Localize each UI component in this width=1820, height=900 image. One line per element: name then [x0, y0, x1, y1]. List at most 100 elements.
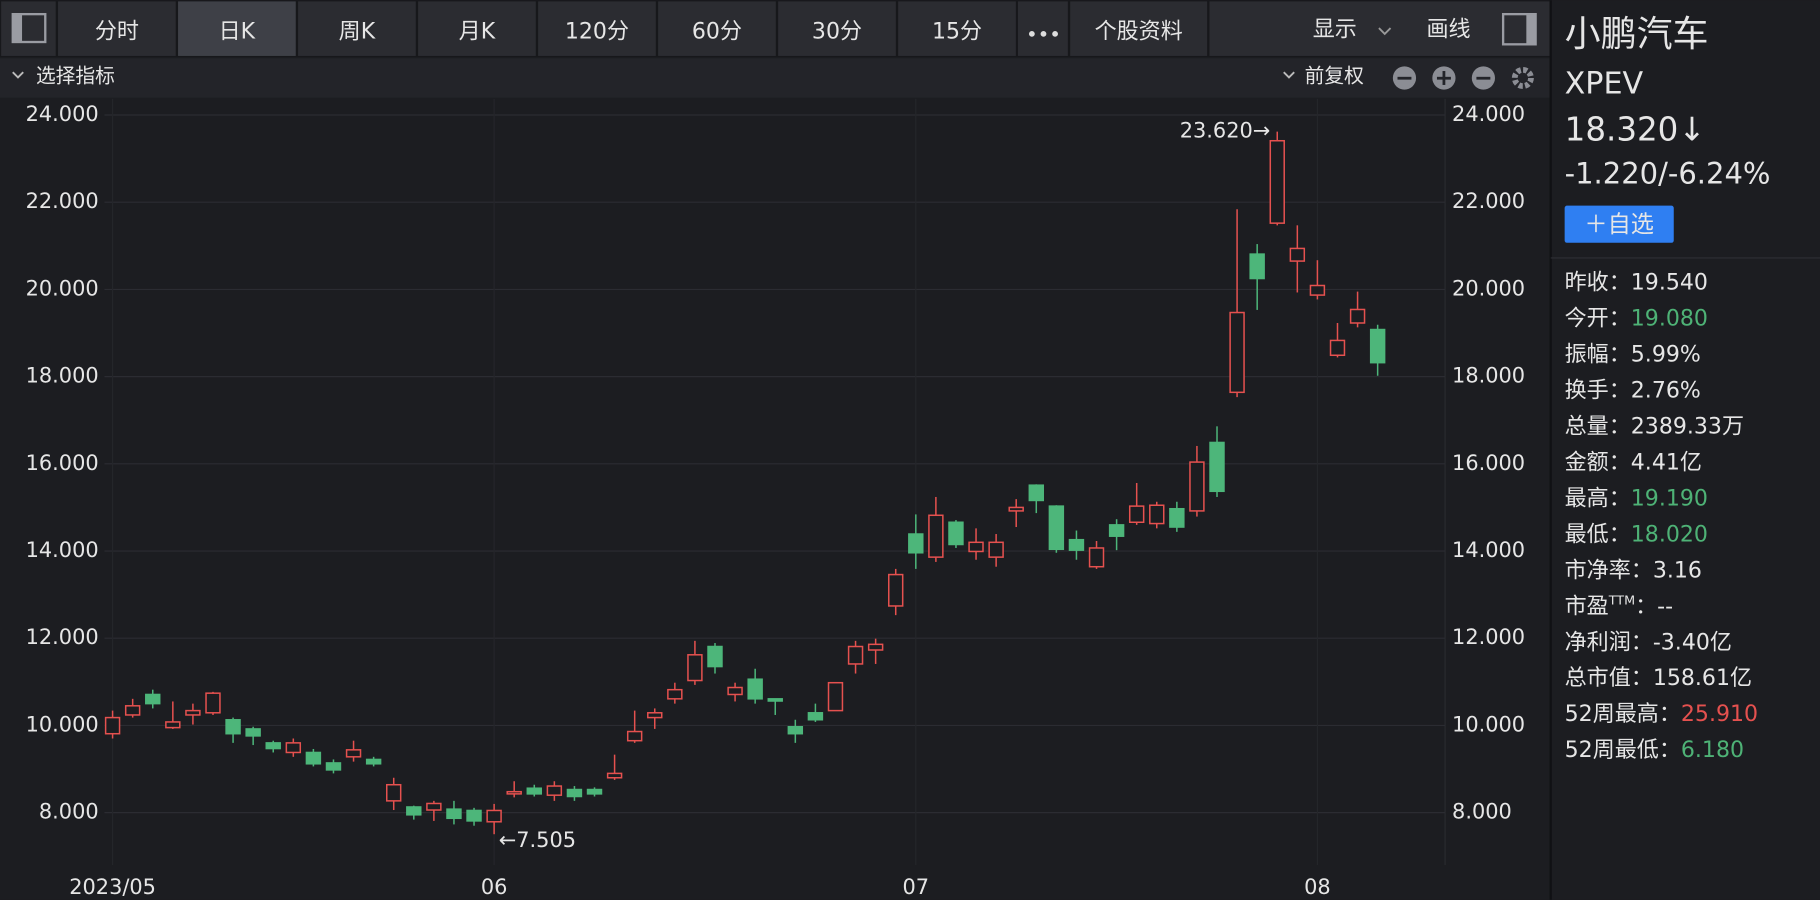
candle-body — [566, 788, 583, 798]
candle-body — [1169, 507, 1185, 528]
candle-body — [1289, 247, 1306, 262]
stat-row: 最高：19.190 — [1565, 486, 1708, 511]
stat-separator: ： — [1609, 414, 1631, 439]
candle-body — [325, 762, 342, 771]
extreme-label: 23.620→ — [1180, 119, 1271, 143]
stock-change: -1.220/-6.24% — [1565, 156, 1771, 190]
draw-menu[interactable]: 画线 — [1427, 17, 1471, 42]
stat-separator: ： — [1659, 738, 1681, 763]
candle-body — [807, 712, 824, 721]
x-tick-label: 08 — [1304, 875, 1331, 899]
tab[interactable] — [778, 1, 896, 56]
stat-separator: ： — [1631, 666, 1653, 691]
candle-body — [506, 790, 522, 795]
y-tick-label: 10.000 — [26, 712, 99, 736]
more-tab[interactable] — [1017, 1, 1068, 56]
y2-tick-label: 16.000 — [1452, 451, 1525, 475]
tab-label: 15分 — [932, 20, 982, 45]
candle-body — [165, 721, 181, 729]
candle-body — [466, 809, 482, 822]
candle-body — [145, 693, 161, 705]
stat-row: 市净率：3.16 — [1565, 558, 1702, 583]
candle-body — [446, 808, 462, 820]
candle-body — [526, 787, 542, 795]
stat-value: 25.910 — [1681, 702, 1758, 727]
candle-body — [486, 809, 502, 823]
more-dot — [1052, 30, 1058, 37]
stat-value: 2.76% — [1631, 378, 1701, 403]
stat-label: 总市值 — [1565, 666, 1631, 691]
candle-body — [1028, 484, 1045, 502]
watchlist-button[interactable] — [1564, 205, 1674, 243]
x-tick-label: 06 — [481, 875, 508, 899]
candle-body — [1008, 506, 1024, 512]
tab[interactable] — [298, 1, 416, 56]
candle-body — [1209, 441, 1225, 493]
watchlist-label: ＋自选 — [1584, 211, 1654, 238]
more-dot — [1028, 30, 1035, 37]
stat-row: 总量：2389.33万 — [1565, 414, 1744, 439]
y-tick-label: 24.000 — [26, 102, 99, 126]
stat-row: 金额：4.41亿 — [1565, 450, 1702, 475]
stat-value: 2389.33万 — [1631, 414, 1744, 439]
y-tick-label: 8.000 — [39, 800, 99, 824]
candle-body — [707, 645, 723, 668]
candle-body — [546, 785, 563, 796]
y-tick-label: 16.000 — [26, 451, 99, 475]
candle-body — [365, 758, 382, 765]
candle-body — [345, 749, 362, 758]
stat-value: 18.020 — [1631, 522, 1708, 547]
tab[interactable] — [58, 1, 176, 56]
y-tick-label: 22.000 — [26, 189, 99, 213]
tab[interactable] — [418, 1, 536, 56]
tab[interactable] — [658, 1, 776, 56]
stat-label: 市盈 — [1565, 594, 1609, 619]
stat-separator: ： — [1635, 594, 1657, 619]
candle-body — [787, 725, 804, 735]
stat-value: 5.99% — [1631, 342, 1701, 367]
stat-separator: ： — [1659, 702, 1681, 727]
tab[interactable] — [538, 1, 656, 56]
candle-body — [265, 742, 281, 750]
sidebar-icon-bar — [1526, 14, 1536, 45]
stat-label: 昨收 — [1565, 270, 1609, 295]
stat-row: 52周最低：6.180 — [1565, 738, 1744, 763]
stat-value: 4.41亿 — [1631, 450, 1702, 475]
adjust-selector[interactable]: 前复权 — [1305, 64, 1364, 87]
settings-button[interactable] — [1511, 66, 1534, 90]
stat-value: 3.16 — [1653, 558, 1702, 583]
panel-toggle[interactable] — [1, 1, 56, 56]
stat-separator: ： — [1609, 450, 1631, 475]
stat-label: 今开 — [1565, 306, 1609, 331]
candle-body — [225, 719, 241, 735]
stat-separator: ： — [1609, 378, 1631, 403]
candle-body — [1189, 461, 1205, 512]
stat-row: 总市值：158.61亿 — [1565, 666, 1752, 691]
candle-body — [727, 686, 743, 696]
stat-label: 换手 — [1565, 378, 1609, 403]
stat-separator: ： — [1631, 630, 1653, 655]
x-tick-label: 2023/05 — [69, 875, 156, 899]
y2-tick-label: 24.000 — [1452, 102, 1525, 126]
candle-body — [406, 806, 422, 816]
stat-separator: ： — [1631, 558, 1653, 583]
candle-body — [245, 728, 261, 737]
tab[interactable] — [898, 1, 1016, 56]
tab-label: 月K — [459, 20, 496, 45]
info-tab[interactable] — [1070, 1, 1208, 56]
candle-body — [1128, 505, 1145, 524]
candle-body — [908, 533, 924, 554]
y-tick-label: 18.000 — [26, 364, 99, 388]
stat-label: 最高 — [1565, 486, 1609, 511]
indicator-selector[interactable]: 选择指标 — [36, 64, 115, 87]
display-menu[interactable]: 显示 — [1313, 17, 1357, 42]
y2-tick-label: 8.000 — [1452, 800, 1512, 824]
stat-value: 158.61亿 — [1653, 666, 1752, 691]
plus-icon — [1442, 71, 1446, 85]
candle-body — [1088, 547, 1105, 568]
candle-body — [1269, 139, 1285, 224]
candle-body — [827, 681, 844, 712]
tab[interactable] — [178, 1, 296, 56]
